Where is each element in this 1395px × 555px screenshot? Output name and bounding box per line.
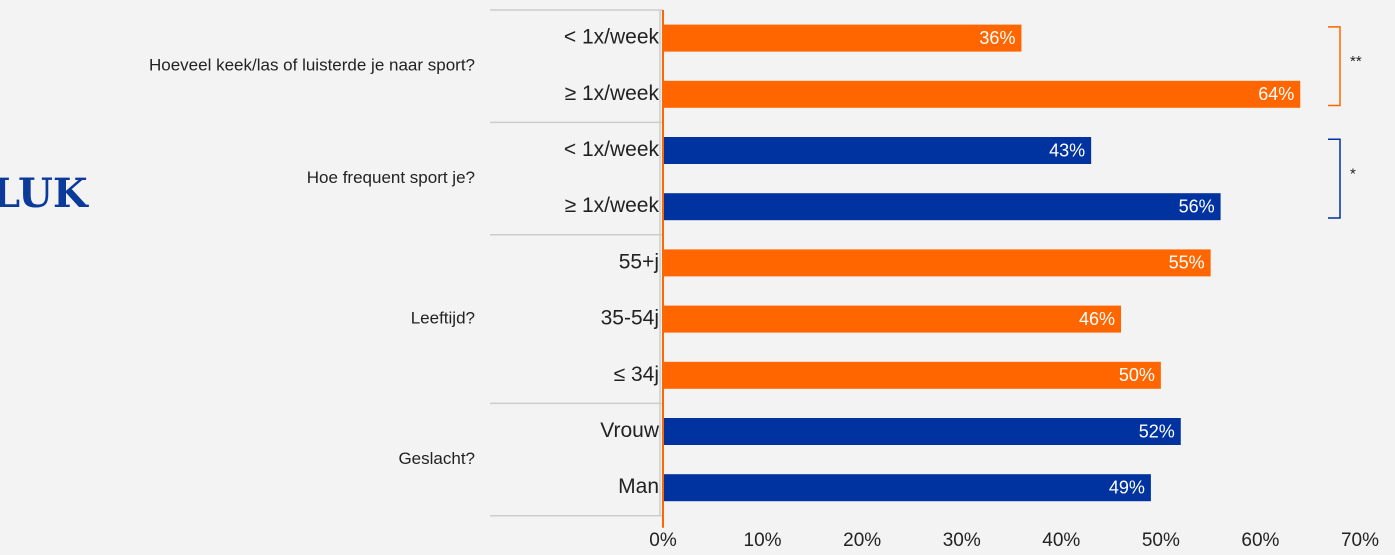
category-label: 35-54j (601, 307, 659, 330)
value-label: 46% (1079, 309, 1115, 329)
value-label: 36% (979, 28, 1015, 48)
bar (663, 193, 1221, 221)
value-label: 56% (1179, 196, 1215, 216)
significance-bracket (1328, 138, 1341, 219)
category-label: 55+j (619, 250, 659, 273)
category-label: Man (618, 475, 659, 498)
category-label: < 1x/week (564, 26, 660, 49)
category-label: ≤ 34j (614, 363, 659, 386)
x-tick-label: 0% (649, 530, 677, 551)
value-label: 50% (1119, 365, 1155, 385)
logo: LUK (0, 170, 89, 217)
bar (663, 137, 1092, 164)
x-tick-label: 30% (943, 530, 981, 551)
x-tick-label: 60% (1241, 530, 1279, 551)
value-label: 55% (1169, 253, 1205, 273)
group-label: Hoe frequent sport je? (307, 168, 475, 187)
significance-bracket (1328, 26, 1341, 107)
category-label: ≥ 1x/week (565, 82, 660, 105)
value-label: 49% (1109, 477, 1145, 497)
significance-label: ** (1350, 53, 1362, 70)
bar (663, 474, 1151, 502)
value-label: 43% (1049, 140, 1085, 160)
value-label: 52% (1139, 421, 1175, 441)
category-label: < 1x/week (564, 138, 660, 161)
group-label: Hoeveel keek/las of luisterde je naar sp… (149, 56, 475, 75)
x-tick-label: 50% (1142, 530, 1180, 551)
bar (663, 80, 1301, 108)
x-tick-label: 20% (843, 530, 881, 551)
bar (663, 361, 1161, 389)
bar (663, 24, 1022, 52)
significance-label: * (1350, 166, 1356, 183)
x-tick-label: 10% (744, 530, 782, 551)
bar (663, 418, 1181, 445)
bar (663, 305, 1122, 333)
bar (663, 249, 1211, 277)
x-tick-label: 70% (1341, 530, 1379, 551)
group-label: Leeftijd? (411, 309, 475, 328)
x-tick-label: 40% (1042, 530, 1080, 551)
value-label: 64% (1258, 84, 1294, 104)
group-label: Geslacht? (398, 449, 475, 468)
category-label: Vrouw (600, 419, 660, 442)
category-label: ≥ 1x/week (565, 194, 660, 217)
